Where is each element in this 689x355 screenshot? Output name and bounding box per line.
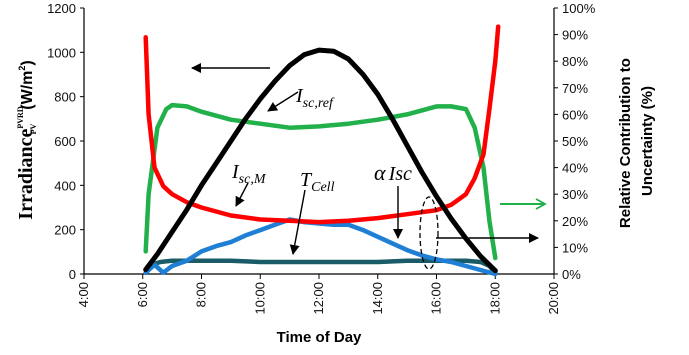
series-point bbox=[143, 267, 148, 272]
arrow-isc-ref bbox=[267, 91, 299, 112]
annotation-tcell-sub: Cell bbox=[311, 180, 334, 195]
series-line bbox=[143, 217, 498, 277]
series-point bbox=[243, 116, 248, 122]
y-left-title-unit-sup: 2 bbox=[17, 66, 27, 71]
annotation-isc-ref-main: I bbox=[295, 85, 304, 107]
y-left-tick-label: 1000 bbox=[47, 45, 76, 60]
y-right-title-line2: Uncertainty (%) bbox=[639, 86, 656, 196]
annotation-isc-ref: Isc,ref bbox=[295, 85, 335, 111]
y-right-tick-label: 40% bbox=[562, 161, 588, 176]
x-tick-label: 20:00 bbox=[546, 282, 561, 315]
y-left-title-sub: PV bbox=[29, 124, 38, 135]
series-point bbox=[184, 207, 189, 212]
series-point bbox=[434, 194, 439, 199]
x-tick-label: 6:00 bbox=[135, 282, 150, 307]
y-left-tick-label: 1200 bbox=[47, 1, 76, 16]
series-point bbox=[199, 183, 204, 188]
y-right-tick-label: 10% bbox=[562, 240, 588, 255]
y-right-tick-label: 100% bbox=[562, 1, 596, 16]
annotation-tcell: TCell bbox=[300, 169, 335, 195]
series-point bbox=[346, 56, 351, 62]
y-right-tick-label: 70% bbox=[562, 81, 588, 96]
annotation-isc-m-sub: sc,M bbox=[239, 172, 267, 187]
series-point bbox=[272, 79, 278, 84]
series-point bbox=[419, 169, 424, 175]
series-point bbox=[478, 254, 483, 259]
x-tick-label: 14:00 bbox=[370, 282, 385, 315]
y-left-tick-label: 400 bbox=[54, 178, 76, 193]
series-point bbox=[287, 63, 292, 68]
arrow-tcell bbox=[289, 189, 306, 255]
annotation-alpha: α bbox=[374, 160, 386, 185]
series-point bbox=[375, 92, 380, 97]
y-right-tick-label: 90% bbox=[562, 28, 588, 43]
series-point bbox=[214, 161, 219, 166]
y-left-tick-label: 800 bbox=[54, 90, 76, 105]
x-tick-label: 18:00 bbox=[487, 282, 502, 315]
series-point bbox=[360, 72, 366, 77]
series-line bbox=[143, 102, 498, 261]
annotations: Isc,ref Isc,M TCell α Isc bbox=[191, 63, 547, 270]
y-right-tick-label: 20% bbox=[562, 214, 588, 229]
y-right-axis-title: Relative Contribution to Uncertainty (%) bbox=[617, 54, 656, 228]
x-tick-label: 16:00 bbox=[429, 282, 444, 315]
series-point bbox=[449, 216, 454, 221]
annotation-alpha-isc: α Isc bbox=[374, 160, 412, 185]
y-left-tick-label: 200 bbox=[54, 223, 76, 238]
x-tick-label: 4:00 bbox=[76, 282, 91, 307]
x-tick-label: 8:00 bbox=[194, 282, 209, 307]
x-tick-label: 10:00 bbox=[252, 282, 267, 315]
series-layer bbox=[143, 24, 501, 277]
y-left-title-unit: (W/m bbox=[19, 71, 36, 110]
y-right-title-line1: Relative Contribution to bbox=[617, 58, 634, 228]
series-point bbox=[316, 47, 322, 53]
annotation-isc-m: Isc,M bbox=[231, 161, 267, 187]
y-right-tick-label: 60% bbox=[562, 107, 588, 122]
series-point bbox=[228, 138, 234, 144]
series-point bbox=[155, 251, 160, 257]
series-point bbox=[302, 52, 307, 57]
annotation-alpha-isc-text: Isc bbox=[388, 163, 412, 185]
series-line bbox=[143, 258, 498, 275]
y-right-tick-label: 30% bbox=[562, 187, 588, 202]
y-right-tick-label: 0% bbox=[562, 267, 581, 282]
series-point bbox=[331, 49, 336, 54]
y-right-tick-label: 50% bbox=[562, 134, 588, 149]
x-tick-label: 12:00 bbox=[311, 282, 326, 315]
annotation-isc-m-main: I bbox=[231, 161, 240, 183]
x-ticks: 4:00 6:00 8:00 10:00 12:00 14:00 16:00 18:00 20:… bbox=[76, 274, 561, 315]
arrow-isc-m bbox=[235, 182, 249, 207]
dashed-ellipse bbox=[419, 196, 439, 270]
series-point bbox=[258, 96, 263, 102]
y-left-tick-label: 0 bbox=[69, 267, 76, 282]
annotation-isc-ref-sub: sc,ref bbox=[303, 96, 335, 111]
series-point bbox=[493, 268, 498, 273]
series-line bbox=[143, 24, 501, 225]
y-left-title-unit-end: ) bbox=[19, 60, 36, 65]
y-left-ticks: 0 200 400 600 800 1000 1200 bbox=[47, 1, 84, 282]
x-axis-title: Time of Day bbox=[277, 329, 362, 346]
y-left-title-main: Irradiance bbox=[15, 129, 37, 220]
series-point bbox=[404, 143, 410, 148]
series-point bbox=[390, 116, 395, 122]
y-left-axis-title: IrradiancePVRD PV (W/m2) bbox=[15, 60, 38, 219]
series-point bbox=[169, 229, 175, 235]
y-right-ticks: 0% 10% 20% 30% 40% 50% 60% 70% 80% 90% 100% bbox=[554, 1, 596, 282]
y-right-tick-label: 80% bbox=[562, 54, 588, 69]
annotation-tcell-main: T bbox=[300, 169, 313, 191]
y-left-tick-label: 600 bbox=[54, 134, 76, 149]
y-left-title-sup: PVRD bbox=[16, 106, 25, 128]
